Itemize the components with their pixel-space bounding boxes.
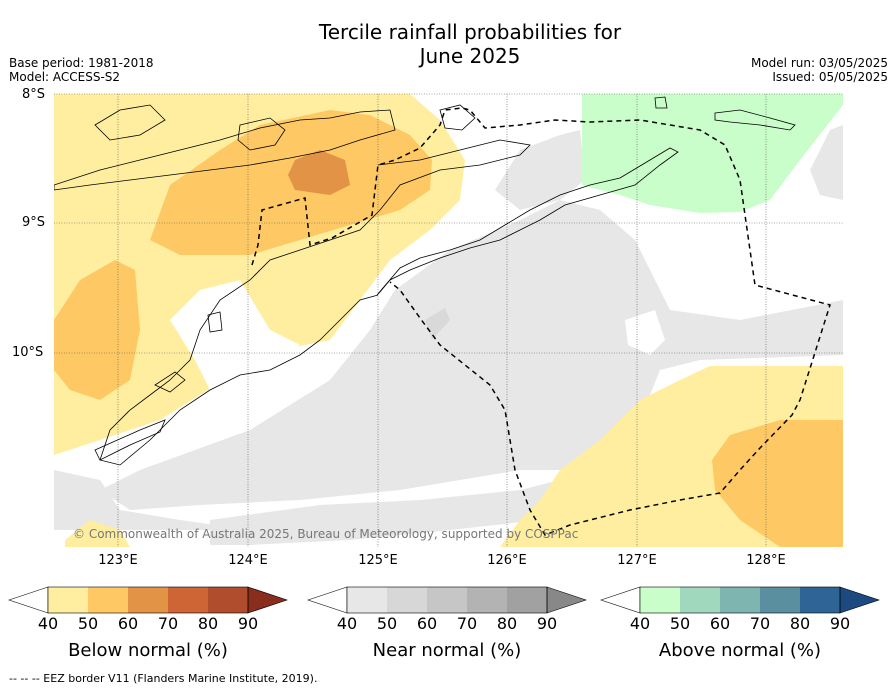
lon-label-124e: 124°E [228, 553, 268, 568]
above-normal-cb-80-90 [800, 587, 840, 613]
colorbar-above-normal [600, 586, 880, 614]
lat-label-10s: 10°S [12, 345, 44, 360]
probability-field [54, 94, 843, 547]
flores-coastline [54, 109, 396, 191]
above-normal-cb-60-70 [720, 587, 760, 613]
near-normal-50-region-central [100, 200, 843, 510]
coastline [54, 96, 796, 466]
below-normal-50-region-sw [65, 520, 130, 547]
below-normal-cb-80-90 [208, 587, 248, 613]
above-normal-50-region [582, 94, 843, 213]
title-line-1: Tercile rainfall probabilities for [318, 20, 622, 44]
attribution-text: © Commonwealth of Australia 2025, Bureau… [73, 527, 579, 541]
timor-coastline [376, 147, 679, 296]
cb-near-tick: 40 [336, 614, 358, 633]
above-normal-cb-40-50 [640, 587, 680, 613]
island-coastline-3 [654, 96, 668, 109]
cb-above-tick: 70 [749, 614, 771, 633]
island-coastline-1 [237, 117, 286, 151]
below-normal-cb-40-50 [48, 587, 88, 613]
model-name: Model: ACCESS-S2 [9, 70, 121, 84]
near-normal-cb-under [307, 586, 348, 614]
cb-near-tick: 80 [496, 614, 518, 633]
colorbar-near-normal [307, 586, 587, 614]
below-normal-60-region-north [150, 110, 432, 255]
cb-below-tick: 60 [117, 614, 139, 633]
eez-border [251, 107, 831, 536]
cb-above-tick: 90 [829, 614, 851, 633]
cb-near-tick: 50 [376, 614, 398, 633]
below-normal-60-region-west [54, 260, 140, 400]
near-normal-50-region-north [495, 130, 585, 210]
near-normal-cb-40-50 [347, 587, 387, 613]
near-normal-50-region-lower [210, 480, 560, 545]
below-normal-60-region-south [712, 420, 843, 547]
graticule [54, 93, 843, 547]
below-normal-cb-70-80 [168, 587, 208, 613]
near-normal-50-region-sw [54, 470, 250, 530]
above-normal-cb-70-80 [760, 587, 800, 613]
below-normal-70-region [288, 150, 350, 195]
base-period: Base period: 1981-2018 [9, 56, 154, 70]
near-normal-cb-60-70 [427, 587, 467, 613]
lon-label-126e: 126°E [487, 553, 527, 568]
issued-date: Issued: 05/05/2025 [772, 70, 888, 84]
lat-label-8s: 8°S [22, 87, 46, 102]
sumba-coastline [99, 139, 531, 466]
cb-near-tick: 90 [536, 614, 558, 633]
cb-above-tick: 80 [789, 614, 811, 633]
alor-coastline [94, 104, 166, 141]
island-coastline-2 [439, 104, 476, 131]
near-normal-cb-50-60 [387, 587, 427, 613]
near-normal-60-patch [425, 308, 450, 340]
near-normal-50-region-east [810, 125, 843, 200]
lon-label-125e: 125°E [358, 553, 398, 568]
lon-label-127e: 127°E [617, 553, 657, 568]
above-normal-cb-over [839, 586, 880, 614]
cb-below-tick: 80 [197, 614, 219, 633]
near-normal-cb-70-80 [467, 587, 507, 613]
island-coastline-7 [94, 419, 166, 461]
cb-below-tick: 40 [37, 614, 59, 633]
cb-below-tick: 50 [77, 614, 99, 633]
below-normal-cb-60-70 [128, 587, 168, 613]
above-normal-cb-50-60 [680, 587, 720, 613]
below-normal-cb-50-60 [88, 587, 128, 613]
white-gap-1 [170, 280, 300, 400]
cb-above-tick: 60 [709, 614, 731, 633]
model-run: Model run: 03/05/2025 [750, 56, 888, 70]
cb-above-title: Above normal (%) [658, 640, 822, 661]
eez-legend-text: -- -- -- EEZ border V11 (Flanders Marine… [9, 672, 318, 685]
cb-near-tick: 60 [416, 614, 438, 633]
cb-below-tick: 90 [237, 614, 259, 633]
above-normal-cb-under [600, 586, 641, 614]
cb-above-tick: 40 [629, 614, 651, 633]
cb-near-title: Near normal (%) [372, 640, 522, 661]
near-normal-cb-80-90 [507, 587, 547, 613]
white-gap-2 [625, 310, 665, 355]
cb-below-title: Below normal (%) [68, 640, 228, 661]
colorbar-below-normal [8, 586, 288, 614]
near-normal-cb-over [546, 586, 587, 614]
lat-label-9s: 9°S [22, 215, 46, 230]
lon-label-128e: 128°E [746, 553, 786, 568]
cb-above-tick: 50 [669, 614, 691, 633]
island-coastline-6 [154, 371, 186, 393]
cb-below-tick: 70 [157, 614, 179, 633]
below-normal-cb-over [247, 586, 288, 614]
island-coastline-5 [207, 311, 223, 333]
island-coastline-4 [714, 109, 796, 131]
title-line-2: June 2025 [419, 44, 521, 68]
lon-label-123e: 123°E [98, 553, 138, 568]
cb-near-tick: 70 [456, 614, 478, 633]
map-title: Tercile rainfall probabilities for June … [0, 20, 896, 68]
below-normal-cb-under [8, 586, 49, 614]
